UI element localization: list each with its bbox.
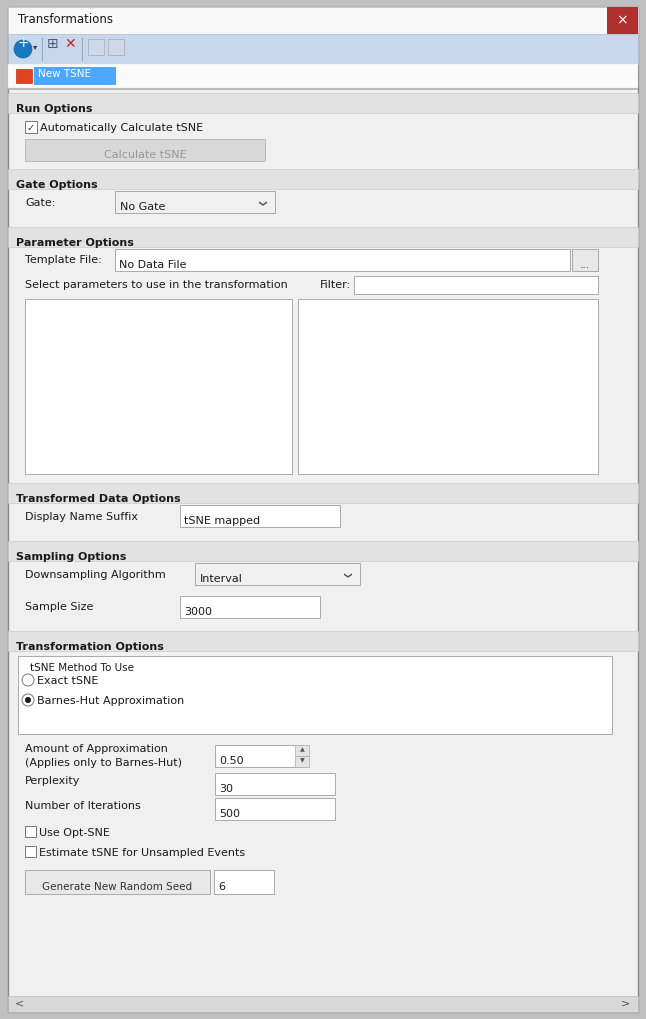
Text: Display Name Suffix: Display Name Suffix <box>25 512 138 522</box>
Text: ❯: ❯ <box>256 200 266 206</box>
Circle shape <box>25 698 30 703</box>
Text: 0.50: 0.50 <box>219 755 244 765</box>
Text: Sample Size: Sample Size <box>25 601 94 611</box>
Text: Select parameters to use in the transformation: Select parameters to use in the transfor… <box>25 280 287 289</box>
Text: ✕: ✕ <box>64 37 76 51</box>
Text: Run Options: Run Options <box>16 103 92 113</box>
Text: Downsampling Algorithm: Downsampling Algorithm <box>25 570 166 580</box>
Bar <box>25 870 210 894</box>
Bar <box>8 65 638 89</box>
Bar <box>214 870 274 894</box>
Bar <box>88 40 104 56</box>
Text: Generate New Random Seed: Generate New Random Seed <box>43 881 193 892</box>
Text: 500: 500 <box>219 808 240 818</box>
Bar <box>298 300 598 475</box>
Text: Calculate tSNE: Calculate tSNE <box>104 150 186 160</box>
Circle shape <box>22 675 34 687</box>
Bar <box>354 277 598 294</box>
Text: Amount of Approximation: Amount of Approximation <box>25 743 168 753</box>
Text: New TSNE: New TSNE <box>38 69 91 78</box>
Text: Exact tSNE: Exact tSNE <box>37 676 98 686</box>
Bar <box>25 826 36 838</box>
Bar <box>34 68 116 86</box>
Bar <box>8 35 638 65</box>
Text: Barnes-Hut Approximation: Barnes-Hut Approximation <box>37 695 184 705</box>
Bar <box>8 89 638 91</box>
Text: Estimate tSNE for Unsampled Events: Estimate tSNE for Unsampled Events <box>39 847 245 857</box>
Text: Template File:: Template File: <box>25 255 102 265</box>
Bar <box>8 228 638 248</box>
Text: >: > <box>621 997 630 1007</box>
Text: No Gate: No Gate <box>120 202 165 212</box>
Text: Interval: Interval <box>200 574 243 584</box>
Text: Perplexity: Perplexity <box>25 775 80 786</box>
Bar <box>8 170 638 190</box>
Text: No Data File: No Data File <box>119 260 187 270</box>
Bar <box>25 300 292 475</box>
Text: Use Opt-SNE: Use Opt-SNE <box>39 827 110 838</box>
Text: (Applies only to Barnes-Hut): (Applies only to Barnes-Hut) <box>25 757 182 767</box>
Text: ×: × <box>616 13 628 26</box>
Text: Number of Iterations: Number of Iterations <box>25 800 141 810</box>
Text: ▼: ▼ <box>300 757 304 762</box>
Bar <box>215 798 335 820</box>
Bar <box>115 250 570 272</box>
Bar <box>8 484 638 503</box>
Text: 6: 6 <box>218 881 225 892</box>
Bar <box>25 140 265 162</box>
Bar <box>25 122 37 133</box>
Bar <box>8 996 638 1012</box>
Bar <box>295 745 309 756</box>
Bar <box>8 8 638 35</box>
Bar <box>195 564 360 586</box>
Bar <box>8 541 638 561</box>
Text: <: < <box>15 997 25 1007</box>
Bar <box>8 94 638 114</box>
Bar <box>215 773 335 795</box>
Bar <box>607 8 638 35</box>
Text: Transformed Data Options: Transformed Data Options <box>16 493 181 503</box>
Bar <box>8 632 638 651</box>
Text: tSNE mapped: tSNE mapped <box>184 516 260 526</box>
Text: 30: 30 <box>219 784 233 793</box>
Bar <box>215 745 303 767</box>
Text: ✓: ✓ <box>27 123 35 132</box>
Bar <box>115 192 275 214</box>
Bar <box>180 596 320 619</box>
Text: ▲: ▲ <box>300 746 304 751</box>
Bar <box>18 656 612 735</box>
Text: Parameter Options: Parameter Options <box>16 237 134 248</box>
Circle shape <box>14 41 32 59</box>
Bar <box>16 70 32 84</box>
Text: Transformation Options: Transformation Options <box>16 641 164 651</box>
Text: +: + <box>17 36 29 50</box>
Text: Gate Options: Gate Options <box>16 179 98 190</box>
Text: 3000: 3000 <box>184 606 212 616</box>
Bar <box>180 505 340 528</box>
Text: Sampling Options: Sampling Options <box>16 551 127 560</box>
Bar <box>295 756 309 767</box>
Bar <box>108 40 124 56</box>
Text: ❯: ❯ <box>342 571 351 578</box>
Text: ...: ... <box>580 260 590 270</box>
Text: ▾: ▾ <box>33 43 37 51</box>
Text: tSNE Method To Use: tSNE Method To Use <box>30 662 134 673</box>
Bar <box>572 250 598 272</box>
Text: Automatically Calculate tSNE: Automatically Calculate tSNE <box>40 123 203 132</box>
Text: ⊞: ⊞ <box>47 37 59 51</box>
Text: Transformations: Transformations <box>18 13 113 25</box>
Bar <box>25 846 36 857</box>
Text: Filter:: Filter: <box>320 280 351 289</box>
Circle shape <box>22 694 34 706</box>
Text: Gate:: Gate: <box>25 198 56 208</box>
